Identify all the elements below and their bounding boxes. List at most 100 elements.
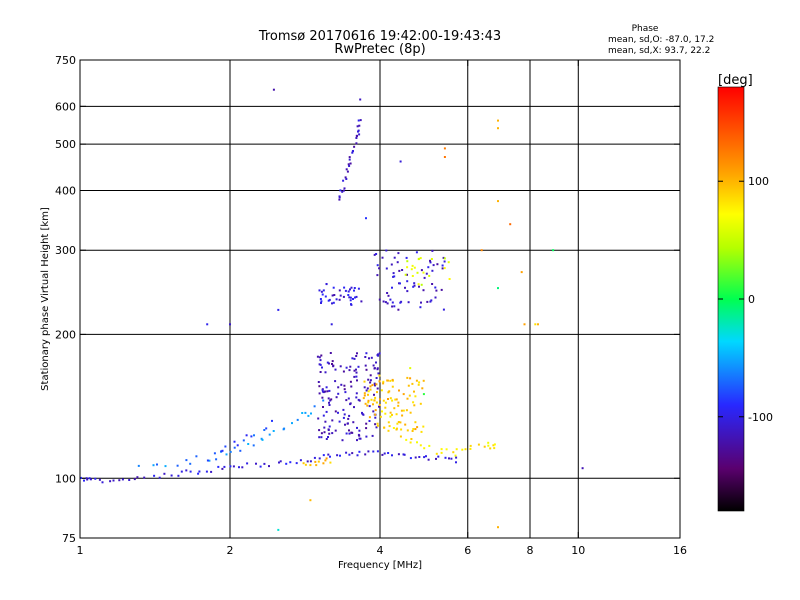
- echo-point: [387, 391, 390, 394]
- colorbar-tick-label: -100: [748, 411, 773, 424]
- echo-point: [391, 454, 393, 457]
- echo-point: [197, 472, 200, 475]
- echo-point: [338, 195, 341, 198]
- echo-point: [383, 452, 386, 455]
- echo-point: [355, 295, 358, 298]
- echo-point: [327, 397, 330, 400]
- y-tick-label: 400: [55, 184, 76, 197]
- echo-point: [331, 432, 334, 435]
- echo-point: [263, 462, 266, 465]
- echo-point: [422, 271, 425, 274]
- echo-point: [332, 301, 335, 304]
- echo-point: [224, 445, 227, 448]
- echo-point: [355, 137, 358, 139]
- echo-point: [247, 443, 250, 445]
- echo-point: [403, 453, 406, 456]
- echo-point: [323, 431, 326, 434]
- echo-point: [376, 424, 379, 427]
- echo-point: [335, 396, 338, 399]
- echo-point: [334, 380, 337, 383]
- echo-point: [364, 402, 367, 405]
- echo-point: [418, 285, 420, 288]
- echo-point: [318, 356, 321, 359]
- echo-point: [177, 474, 180, 477]
- echo-point: [327, 436, 329, 438]
- echo-point: [374, 384, 376, 387]
- echo-point: [337, 392, 340, 395]
- echo-point: [414, 421, 417, 424]
- echo-point: [367, 393, 369, 396]
- echo-point: [327, 299, 330, 302]
- echo-point: [232, 465, 235, 468]
- echo-point: [319, 363, 322, 366]
- echo-point: [325, 283, 328, 286]
- echo-point: [497, 119, 499, 122]
- echo-point: [391, 399, 394, 402]
- echo-point: [358, 124, 361, 127]
- echo-point: [384, 401, 387, 404]
- echo-point: [487, 441, 490, 444]
- echo-point: [189, 470, 192, 473]
- echo-point: [440, 448, 443, 451]
- echo-point: [406, 397, 409, 400]
- echo-point: [368, 420, 371, 422]
- echo-point: [355, 142, 358, 145]
- echo-point: [406, 429, 409, 432]
- echo-point: [378, 380, 381, 383]
- echo-point: [344, 423, 346, 426]
- echo-point: [369, 388, 372, 391]
- echo-point: [378, 298, 381, 301]
- echo-point: [351, 150, 354, 153]
- echo-point: [341, 190, 344, 193]
- echo-point: [412, 428, 415, 430]
- echo-point: [480, 249, 483, 252]
- echo-point: [483, 445, 486, 448]
- echo-point: [342, 408, 345, 411]
- echo-point: [210, 470, 213, 473]
- echo-point: [372, 403, 374, 406]
- echo-point: [321, 293, 324, 296]
- y-axis-label: Stationary phase Virtual Height [km]: [40, 207, 51, 391]
- echo-point: [434, 296, 437, 299]
- echo-point: [387, 294, 390, 297]
- echo-point: [352, 421, 355, 424]
- echo-point: [493, 447, 496, 450]
- echo-point: [320, 290, 323, 293]
- echo-point: [326, 361, 329, 364]
- echo-point: [395, 428, 398, 431]
- echo-point: [350, 431, 353, 434]
- echo-point: [176, 464, 179, 467]
- echo-point: [434, 286, 437, 289]
- echo-point: [328, 425, 331, 428]
- echo-point: [391, 305, 394, 308]
- echo-point: [376, 368, 379, 371]
- echo-point: [389, 379, 392, 382]
- echo-point: [422, 379, 425, 382]
- echo-point: [359, 98, 362, 101]
- echo-point: [348, 156, 351, 159]
- echo-point: [441, 267, 444, 270]
- echo-point: [348, 158, 351, 161]
- echo-point: [289, 461, 292, 464]
- echo-point: [443, 257, 446, 260]
- echo-point: [365, 389, 368, 392]
- echo-point: [414, 456, 417, 459]
- echo-point: [309, 460, 312, 463]
- echo-point: [239, 449, 242, 452]
- echo-point: [313, 405, 316, 408]
- echo-point: [382, 382, 385, 385]
- echo-point: [331, 419, 334, 422]
- echo-point: [389, 415, 392, 418]
- echo-point: [206, 459, 209, 462]
- chart-subtitle: RwPretec (8p): [334, 42, 425, 57]
- y-tick-label: 750: [55, 54, 76, 67]
- echo-point: [342, 416, 345, 419]
- echo-point: [343, 413, 346, 416]
- echo-point: [455, 456, 458, 459]
- echo-point: [250, 435, 253, 438]
- echo-point: [324, 420, 327, 423]
- echo-point: [416, 441, 418, 444]
- echo-point: [415, 251, 418, 254]
- echo-point: [442, 256, 445, 259]
- echo-point: [437, 455, 440, 458]
